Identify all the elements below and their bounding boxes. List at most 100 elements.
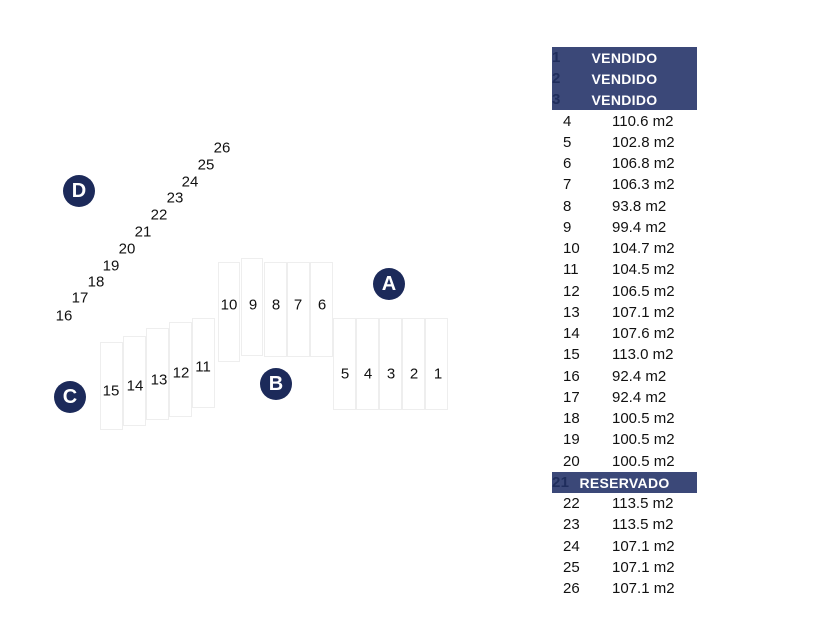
lot-label[interactable]: 10 — [220, 296, 238, 314]
lot-number: 24 — [563, 537, 580, 555]
table-row: 11 104.5 m2 — [552, 259, 697, 280]
lot-outline — [192, 318, 215, 408]
lot-label[interactable]: 20 — [118, 240, 136, 258]
lot-area: 100.5 m2 — [612, 452, 675, 470]
lot-label[interactable]: 13 — [150, 371, 168, 389]
lot-number: 19 — [563, 431, 580, 449]
lot-area: 92.4 m2 — [612, 367, 667, 385]
lot-area: 113.5 m2 — [612, 495, 674, 513]
lot-label[interactable]: 26 — [213, 139, 231, 157]
lot-number: 2 — [552, 70, 561, 88]
lot-outline — [310, 262, 333, 357]
lot-label[interactable]: 15 — [102, 382, 120, 400]
table-row: 19 100.5 m2 — [552, 429, 697, 450]
lot-area: 104.5 m2 — [612, 261, 675, 279]
lot-label[interactable]: 21 — [134, 223, 152, 241]
lot-number: 1 — [552, 49, 561, 66]
lot-number: 18 — [563, 410, 580, 428]
status-label: VENDIDO — [591, 92, 658, 109]
lot-label[interactable]: 22 — [150, 206, 168, 224]
lot-area: 110.6 m2 — [612, 112, 674, 130]
lot-label[interactable]: 9 — [248, 296, 258, 314]
lot-area: 104.7 m2 — [612, 240, 675, 258]
table-row: 24 107.1 m2 — [552, 536, 697, 557]
lot-number: 26 — [563, 580, 580, 597]
lot-number: 3 — [552, 91, 561, 109]
lot-label[interactable]: 14 — [126, 377, 144, 395]
lot-label[interactable]: 5 — [340, 365, 350, 383]
lot-area: 102.8 m2 — [612, 133, 675, 151]
lot-outline — [356, 318, 379, 410]
table-row: 3 VENDIDO — [552, 89, 697, 111]
table-row: 22 113.5 m2 — [552, 493, 697, 514]
lot-number: 4 — [563, 112, 572, 130]
table-row: 14 107.6 m2 — [552, 323, 697, 344]
lot-label[interactable]: 4 — [363, 365, 373, 383]
table-row: 4 110.6 m2 — [552, 111, 697, 132]
table-row: 26 107.1 m2 — [552, 578, 697, 599]
lot-area: 106.5 m2 — [612, 282, 675, 300]
table-row: 21 RESERVADO — [552, 471, 697, 493]
lot-label[interactable]: 6 — [317, 296, 327, 314]
lot-label[interactable]: 8 — [271, 296, 281, 314]
lot-label[interactable]: 19 — [102, 257, 120, 275]
lot-area: 106.3 m2 — [612, 176, 675, 194]
table-row: 15 113.0 m2 — [552, 344, 697, 365]
lot-label[interactable]: 12 — [172, 364, 190, 382]
lot-area: 113.0 m2 — [612, 346, 674, 364]
table-row: 10 104.7 m2 — [552, 238, 697, 259]
lot-label[interactable]: 18 — [87, 273, 105, 291]
lot-number: 8 — [563, 197, 572, 215]
lot-outline — [379, 318, 402, 410]
lot-area: 99.4 m2 — [612, 218, 667, 236]
lot-label[interactable]: 16 — [55, 307, 73, 325]
lot-outline — [241, 258, 263, 356]
lot-number: 5 — [563, 133, 572, 151]
lot-outline — [425, 318, 448, 410]
lot-number: 10 — [563, 240, 580, 258]
lot-label[interactable]: 24 — [181, 173, 199, 191]
table-row: 23 113.5 m2 — [552, 514, 697, 535]
lot-outline — [264, 262, 287, 357]
lot-number: 13 — [563, 303, 580, 321]
lot-outline — [169, 322, 192, 417]
lot-label[interactable]: 1 — [433, 365, 443, 383]
lot-number: 25 — [563, 558, 580, 576]
lot-area: 107.1 m2 — [612, 303, 675, 321]
lot-label[interactable]: 25 — [197, 156, 215, 174]
lot-area: 113.5 m2 — [612, 516, 674, 534]
zone-badge-b: B — [260, 368, 292, 400]
lot-area: 93.8 m2 — [612, 197, 667, 215]
lot-outline — [287, 262, 310, 357]
lot-number: 22 — [563, 495, 580, 513]
table-row: 20 100.5 m2 — [552, 451, 697, 472]
lot-area: 107.1 m2 — [612, 537, 675, 555]
status-banner: 21 RESERVADO — [552, 471, 697, 493]
lot-label[interactable]: 23 — [166, 189, 184, 207]
lot-number: 17 — [563, 388, 580, 406]
lot-label[interactable]: 11 — [195, 358, 211, 376]
table-row: 17 92.4 m2 — [552, 387, 697, 408]
table-row: 18 100.5 m2 — [552, 408, 697, 429]
status-banner: 2 VENDIDO — [552, 68, 697, 90]
table-row: 16 92.4 m2 — [552, 366, 697, 387]
lot-label[interactable]: 7 — [293, 296, 303, 314]
lot-label[interactable]: 3 — [386, 365, 396, 383]
table-row: 6 106.8 m2 — [552, 153, 697, 174]
lot-number: 15 — [563, 346, 580, 364]
table-row: 5 102.8 m2 — [552, 132, 697, 153]
lot-area: 106.8 m2 — [612, 155, 675, 173]
status-label: RESERVADO — [579, 474, 670, 491]
status-label: VENDIDO — [591, 50, 658, 66]
lot-area: 107.1 m2 — [612, 558, 675, 576]
lot-outline — [333, 318, 356, 410]
lot-outline — [123, 336, 146, 426]
lot-number: 23 — [563, 516, 580, 534]
lot-number: 12 — [563, 282, 580, 300]
table-row: 7 106.3 m2 — [552, 174, 697, 195]
table-row: 8 93.8 m2 — [552, 196, 697, 217]
lot-label[interactable]: 2 — [409, 365, 419, 383]
lot-label[interactable]: 17 — [71, 289, 89, 307]
lot-area: 107.1 m2 — [612, 580, 675, 597]
zone-badge-c: C — [54, 381, 86, 413]
